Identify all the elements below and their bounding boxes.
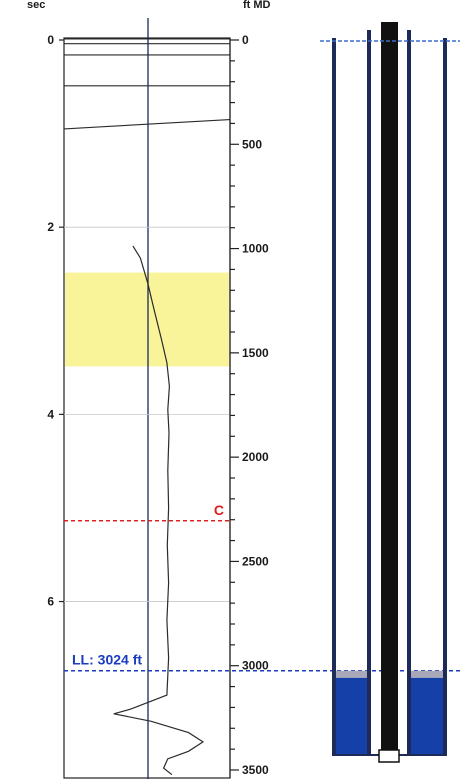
depth-tick-label: 500 xyxy=(242,137,262,151)
gas-cap-right xyxy=(410,670,443,678)
time-depth-plot: 0 2 4 6 C LL: 3024 ft sec xyxy=(27,0,460,779)
wellbore-schematic xyxy=(320,22,460,763)
outer-casing-left xyxy=(332,38,336,756)
sec-tick-label: 6 xyxy=(47,595,54,609)
slanted-reflector-line xyxy=(63,119,231,130)
depth-axis: 0 500 1000 1500 2000 2500 3000 3500 ft MD xyxy=(229,0,271,778)
tubing-string xyxy=(381,22,398,750)
gas-cap-left xyxy=(336,670,370,678)
outer-casing-right xyxy=(443,38,447,756)
top-reflector-lines xyxy=(63,38,231,130)
depth-tick-label: 2000 xyxy=(242,450,269,464)
annulus-fluid-left xyxy=(336,677,370,755)
inner-casing-left xyxy=(367,30,371,756)
sec-tick-label: 4 xyxy=(47,407,54,421)
fluid-level-label: LL: 3024 ft xyxy=(72,652,142,668)
sec-axis-grid xyxy=(64,226,230,602)
depth-tick-label: 2500 xyxy=(242,554,269,568)
depth-tick-label: 0 xyxy=(242,33,249,47)
plot-frame xyxy=(63,37,231,779)
sec-tick-label: 2 xyxy=(47,220,54,234)
time-depth-curve xyxy=(113,245,205,776)
marker-c-label: C xyxy=(214,502,224,518)
depth-tick-label: 3000 xyxy=(242,659,269,673)
depth-tick-label: 3500 xyxy=(242,763,269,777)
highlight-zone xyxy=(65,272,229,367)
sec-tick-label: 0 xyxy=(47,33,54,47)
annulus-fluid-right xyxy=(410,677,443,755)
inner-casing-right xyxy=(407,30,411,756)
left-axis-unit: sec xyxy=(27,0,45,11)
depth-axis-ticks: 0 500 1000 1500 2000 2500 3000 3500 xyxy=(230,33,269,777)
sec-axis-ticks: 0 2 4 6 xyxy=(47,33,64,609)
depth-tick-label: 1000 xyxy=(242,242,269,256)
tubing-bottom-sub xyxy=(378,749,400,763)
depth-tick-label: 1500 xyxy=(242,346,269,360)
right-axis-unit: ft MD xyxy=(243,0,271,11)
